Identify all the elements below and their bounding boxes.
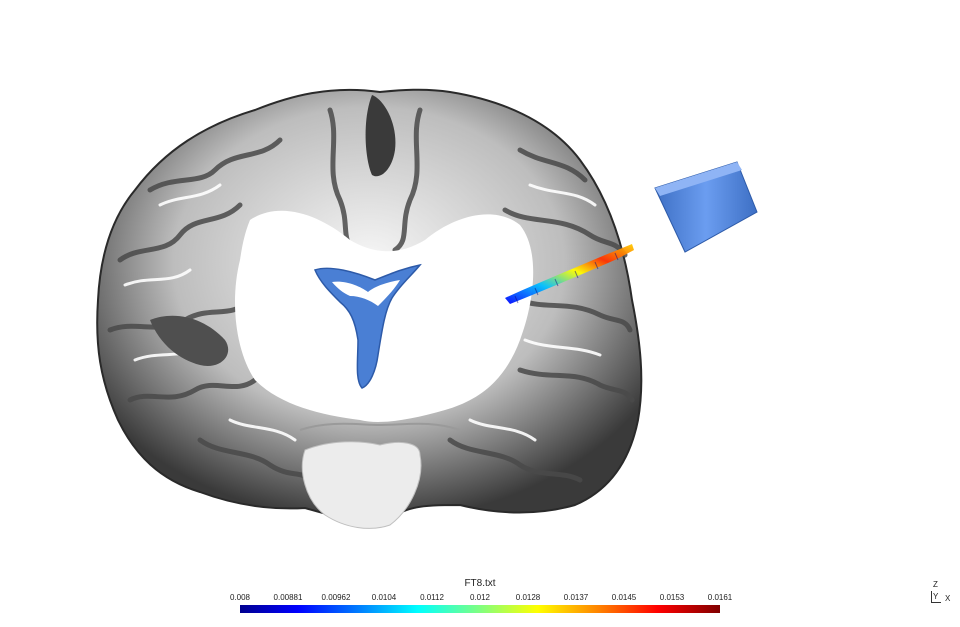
colorbar-tick: 0.0112: [420, 593, 444, 602]
acoustic-field: [505, 244, 634, 304]
colorbar-tick: 0.012: [469, 593, 491, 602]
brainstem: [301, 441, 422, 529]
colorbar-gradient: [240, 605, 720, 613]
colorbar-ticks: 0.008 0.00881 0.00962 0.0104 0.0112 0.01…: [222, 593, 742, 605]
axis-z-label: Z: [933, 580, 938, 589]
colorbar-tick: 0.00881: [273, 593, 303, 602]
colorbar-title: FT8.txt: [464, 578, 496, 589]
colorbar-tick: 0.00962: [321, 593, 351, 602]
ventricles[interactable]: [313, 263, 422, 389]
colorbar-tick: 0.0161: [707, 593, 733, 602]
axis-x-label: X: [945, 594, 951, 603]
colorbar-tick: 0.0128: [515, 593, 541, 602]
colorbar-tick: 0.0104: [371, 593, 397, 602]
colorbar-tick: 0.0137: [563, 593, 589, 602]
orientation-axes: Z Y X: [930, 580, 954, 606]
colorbar-tick: 0.0153: [659, 593, 685, 602]
colorbar-tick: 0.008: [229, 593, 251, 602]
axis-y-label: Y: [933, 592, 939, 601]
colorbar-tick: 0.0145: [611, 593, 637, 602]
axes-box: [931, 591, 941, 603]
ultrasound-transducer[interactable]: [654, 161, 758, 253]
